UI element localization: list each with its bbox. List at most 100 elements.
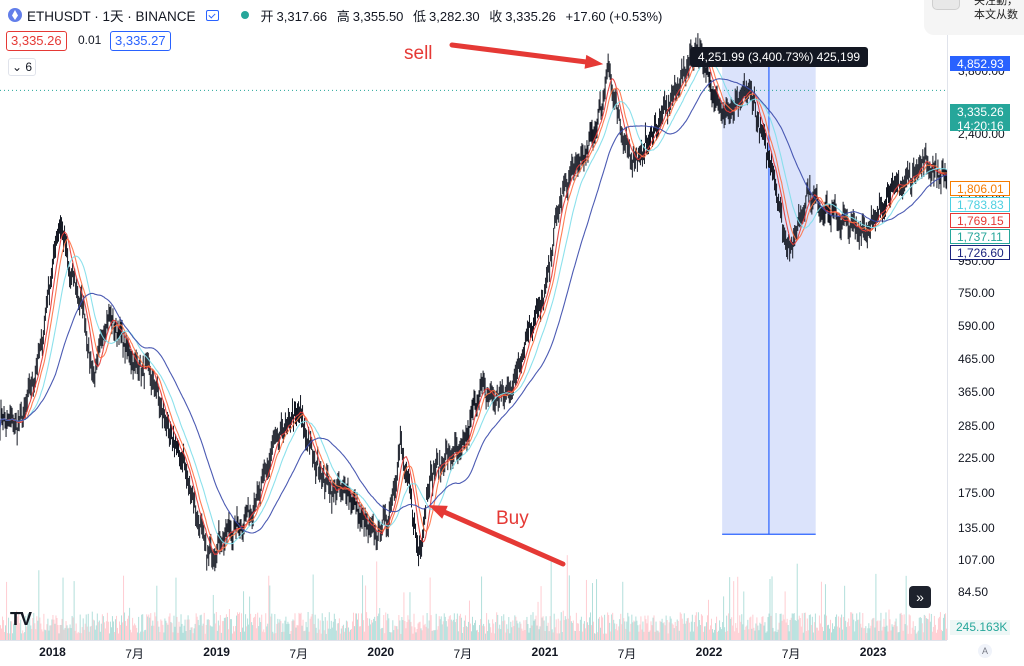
volume-bar (507, 628, 509, 640)
volume-bar (451, 621, 453, 640)
volume-bar (139, 633, 141, 640)
volume-bar (585, 579, 587, 640)
volume-bar (597, 632, 599, 640)
watchlist-icon[interactable] (205, 9, 219, 21)
volume-bar (77, 631, 79, 640)
volume-bar (896, 626, 898, 640)
volume-bar (145, 629, 147, 640)
volume-bar (378, 613, 380, 640)
volume-bar (210, 626, 212, 640)
volume-bar (740, 621, 742, 640)
volume-bar (0, 625, 1, 640)
volume-bar (782, 614, 784, 640)
volume-bar (196, 616, 198, 640)
volume-bar (675, 626, 677, 640)
volume-bar (478, 632, 480, 640)
app-icon (932, 0, 960, 10)
volume-bar (618, 626, 620, 640)
ma-line-navy (0, 78, 947, 534)
volume-bar (861, 627, 863, 640)
volume-bar (577, 623, 579, 640)
volume-bar (411, 626, 413, 640)
volume-bar (561, 631, 563, 640)
volume-bar (785, 622, 787, 640)
volume-bar (64, 627, 66, 640)
volume-bar (578, 630, 580, 640)
close-value: 3,335.26 (505, 8, 556, 24)
volume-bar (521, 628, 523, 640)
volume-bar (755, 623, 757, 640)
volume-bar (831, 632, 833, 640)
volume-bar (524, 630, 526, 640)
auto-scale-button[interactable]: A (978, 644, 992, 658)
volume-bar (324, 617, 326, 640)
symbol-title[interactable]: ETHUSDT · 1天 · BINANCE (27, 9, 196, 24)
volume-bar (457, 631, 459, 640)
volume-bar (488, 619, 490, 640)
volume-bar (803, 612, 805, 640)
volume-bar (931, 631, 933, 640)
volume-bar (436, 629, 438, 640)
volume-bar (936, 629, 938, 640)
volume-bar (715, 623, 717, 640)
volume-bar (846, 626, 848, 640)
volume-bar (416, 629, 418, 640)
volume-bar (503, 614, 505, 640)
volume-bar (373, 618, 375, 640)
volume-bar (228, 609, 230, 640)
volume-bar (248, 624, 250, 640)
volume-bar (514, 615, 516, 640)
volume-bar (517, 623, 519, 640)
volume-bar (826, 625, 828, 640)
volume-bar (161, 620, 163, 640)
volume-bar (336, 623, 338, 640)
volume-bar (453, 613, 455, 640)
volume-bar (98, 620, 100, 640)
volume-bar (475, 620, 477, 640)
volume-bar (617, 630, 619, 640)
volume-bar (793, 613, 795, 640)
volume-bar (388, 618, 390, 640)
scroll-to-realtime-button[interactable]: » (909, 586, 931, 608)
volume-bar (796, 563, 798, 640)
volume-bar (810, 625, 812, 640)
volume-bar (853, 619, 855, 640)
price-axis[interactable]: 3,800.002,400.001,500.00950.00750.00590.… (947, 0, 1024, 640)
volume-bar (302, 619, 304, 640)
volume-bar (934, 624, 936, 640)
volume-bar (808, 615, 810, 640)
volume-bar (312, 574, 314, 640)
volume-bar (534, 619, 536, 640)
volume-bar (913, 629, 915, 640)
indicator-toggle-button[interactable]: ⌄ 6 (8, 58, 36, 76)
volume-bar (724, 627, 726, 640)
buy-price-button[interactable]: 3,335.27 (110, 31, 171, 51)
volume-bar (185, 631, 187, 640)
volume-bar (304, 630, 306, 640)
volume-bar (207, 619, 209, 640)
volume-bar (532, 612, 534, 640)
volume-bar (155, 616, 157, 640)
volume-bar (655, 621, 657, 640)
volume-bar (816, 627, 818, 640)
volume-bar (667, 633, 669, 640)
price-chart[interactable] (0, 0, 947, 640)
volume-bar (943, 614, 945, 640)
volume-bar (328, 612, 330, 640)
volume-bar (916, 632, 918, 640)
time-tick-label: 2021 (531, 645, 559, 659)
volume-bar (574, 630, 576, 640)
volume-bar (889, 619, 891, 640)
volume-bar (170, 621, 172, 640)
volume-bar (330, 620, 332, 640)
volume-bar (73, 581, 75, 640)
volume-bar (323, 630, 325, 640)
volume-bar (49, 625, 51, 640)
sell-price-button[interactable]: 3,335.26 (6, 31, 67, 51)
notification-popup[interactable]: 关注勤， 本文从数 (924, 0, 1024, 35)
buy-arrow-head (428, 505, 448, 519)
volume-bar (227, 629, 229, 640)
time-axis[interactable]: 2018 7月 2019 7月 2020 7月 2021 7月 2022 7月 2023 (0, 640, 947, 666)
volume-bar (590, 625, 592, 640)
volume-bar (685, 621, 687, 640)
